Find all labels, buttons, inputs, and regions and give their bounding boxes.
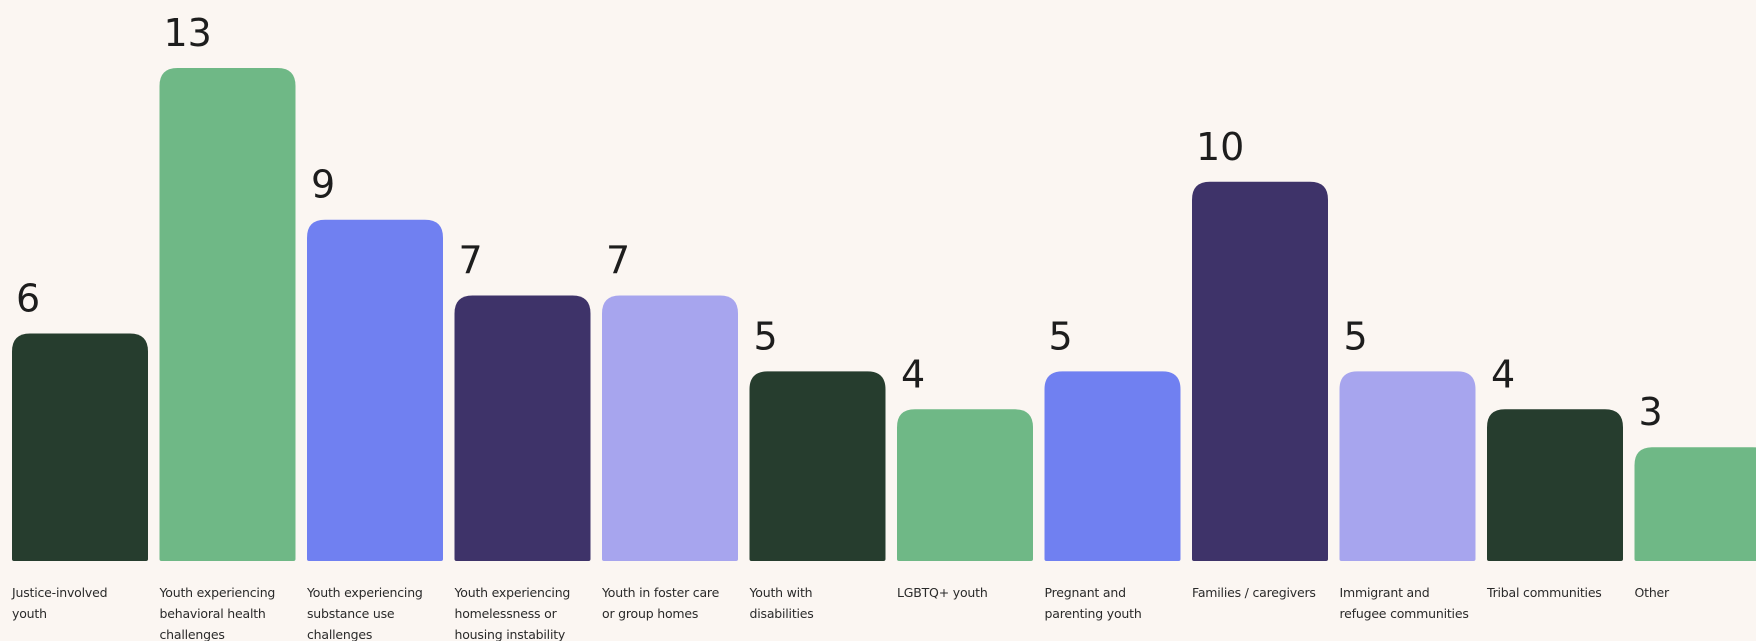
- value-label-9: 10: [1196, 125, 1244, 169]
- bar-4: [454, 295, 591, 561]
- category-label-4: Youth experiencing homelessness or housi…: [454, 585, 571, 641]
- category-label-1: Justice-involved youth: [12, 585, 108, 621]
- bar-3: [307, 219, 443, 561]
- category-label-12: Other: [1634, 585, 1670, 600]
- value-label-5: 7: [606, 239, 630, 283]
- value-label-8: 5: [1049, 314, 1073, 358]
- value-label-10: 5: [1344, 314, 1368, 358]
- value-label-3: 9: [311, 163, 335, 207]
- category-label-5: Youth in foster care or group homes: [602, 585, 720, 621]
- value-label-1: 6: [16, 276, 40, 320]
- category-label-8: Pregnant and parenting youth: [1044, 585, 1142, 621]
- value-label-7: 4: [901, 352, 925, 396]
- category-label-9: Families / caregivers: [1192, 585, 1316, 600]
- bar-6: [749, 371, 886, 561]
- bar-2: [159, 68, 296, 561]
- category-label-10: Immigrant and refugee communities: [1339, 585, 1469, 621]
- value-label-11: 4: [1491, 352, 1515, 396]
- category-label-6: Youth with disabilities: [749, 585, 814, 621]
- category-label-7: LGBTQ+ youth: [897, 585, 988, 600]
- value-label-6: 5: [754, 314, 778, 358]
- bar-11: [1487, 409, 1623, 561]
- bar-12: [1634, 447, 1756, 561]
- bar-1: [12, 333, 148, 561]
- bar-8: [1044, 371, 1181, 561]
- value-label-4: 7: [459, 239, 483, 283]
- bar-5: [602, 295, 738, 561]
- bar-10: [1339, 371, 1476, 561]
- category-label-11: Tribal communities: [1487, 585, 1602, 600]
- category-label-2: Youth experiencing behavioral health cha…: [159, 585, 276, 641]
- value-label-12: 3: [1639, 390, 1663, 434]
- value-label-2: 13: [164, 11, 212, 55]
- bar-9: [1192, 181, 1328, 561]
- category-label-3: Youth experiencing substance use challen…: [307, 585, 423, 641]
- bar-7: [897, 409, 1033, 561]
